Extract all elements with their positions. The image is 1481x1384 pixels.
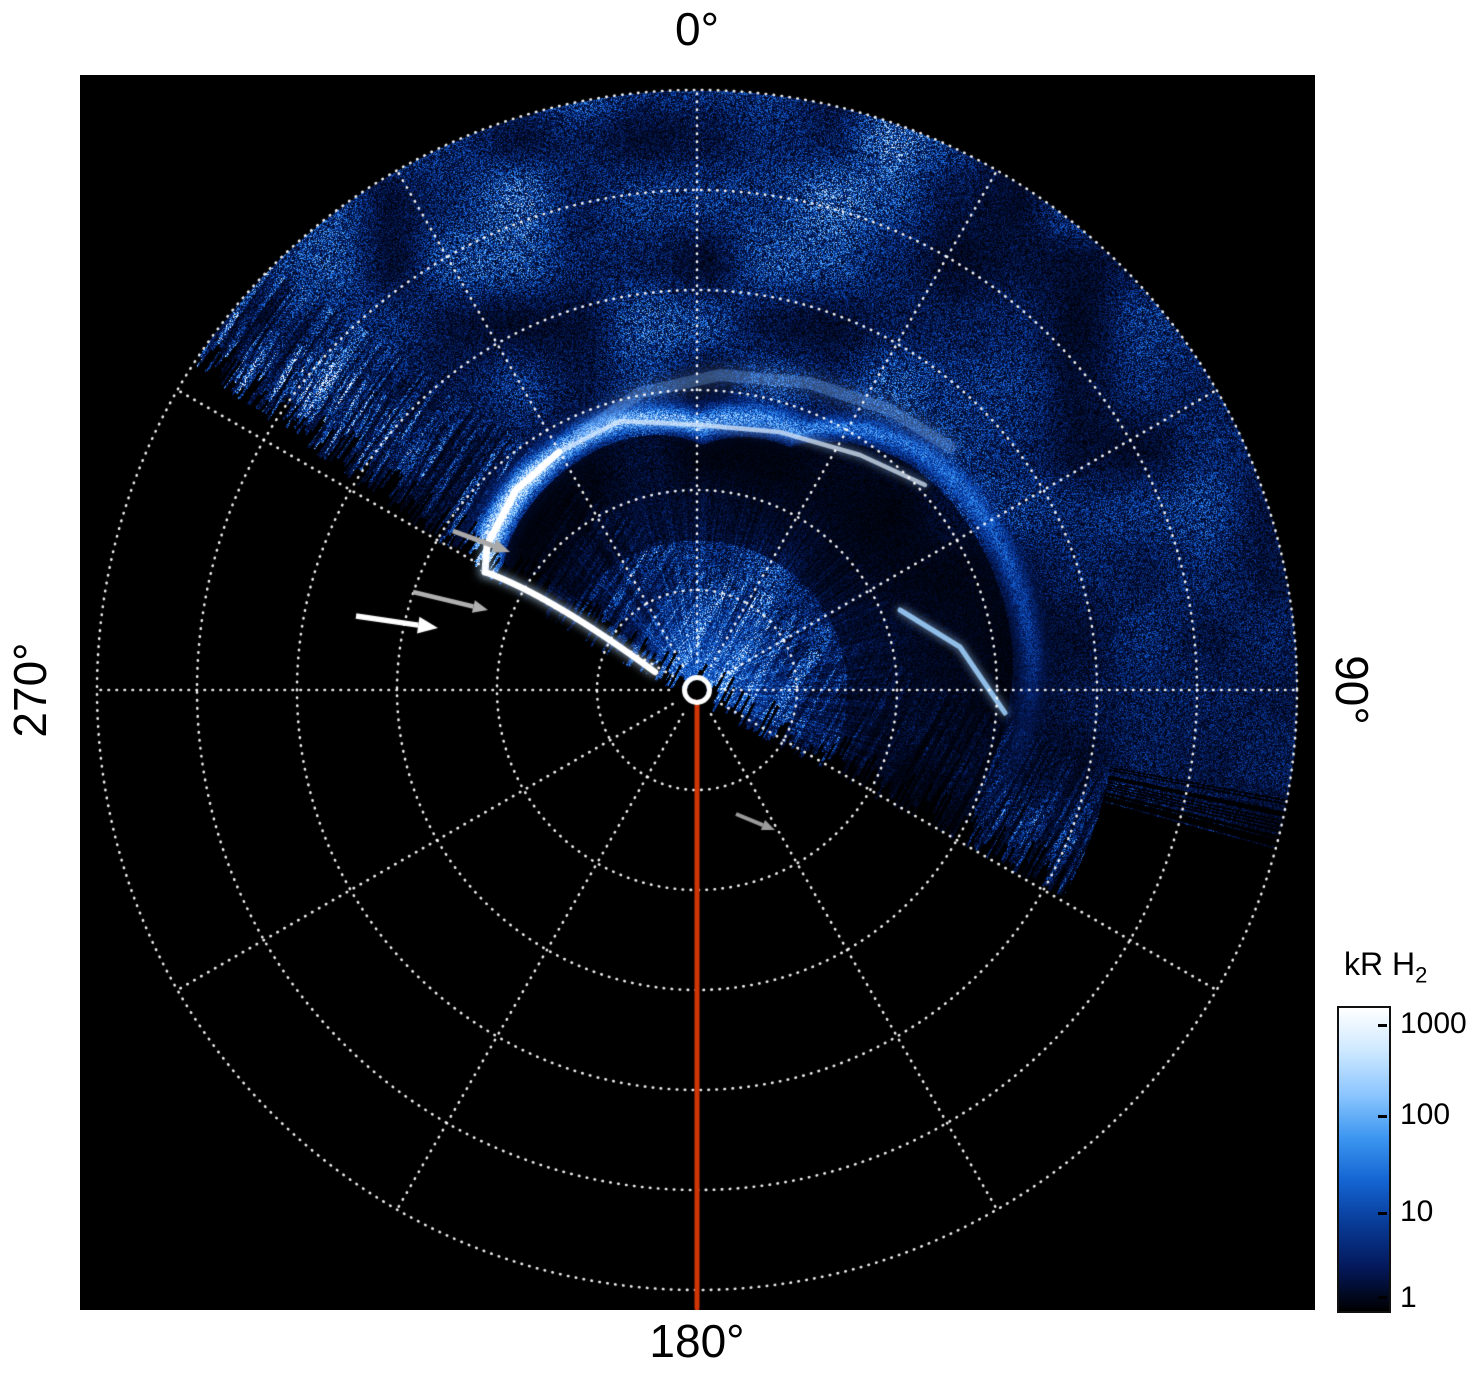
colorbar-tick-1000: 1000 bbox=[1400, 1007, 1467, 1040]
colorbar-tick-100: 100 bbox=[1400, 1098, 1451, 1131]
angle-label-0: 0° bbox=[675, 3, 719, 55]
colorbar-title-main: kR H bbox=[1344, 946, 1416, 982]
colorbar-tick-1: 1 bbox=[1400, 1281, 1417, 1314]
angle-label-180: 180° bbox=[649, 1315, 745, 1367]
colorbar-tick-10: 10 bbox=[1400, 1195, 1434, 1228]
polar-plot-area bbox=[80, 75, 1315, 1310]
colorbar-title-sub: 2 bbox=[1415, 962, 1428, 988]
colorbar-gradient bbox=[1337, 1006, 1391, 1313]
aurora-heatmap-canvas bbox=[80, 75, 1315, 1310]
colorbar-tickmark bbox=[1378, 1212, 1387, 1215]
colorbar-tickmark bbox=[1378, 1024, 1387, 1027]
colorbar-title: kR H2 bbox=[1344, 946, 1427, 988]
angle-label-270: 270° bbox=[4, 642, 56, 738]
angle-label-90: 90° bbox=[1326, 655, 1378, 725]
colorbar-tickmark bbox=[1378, 1115, 1387, 1118]
colorbar-tickmark bbox=[1378, 1296, 1387, 1299]
